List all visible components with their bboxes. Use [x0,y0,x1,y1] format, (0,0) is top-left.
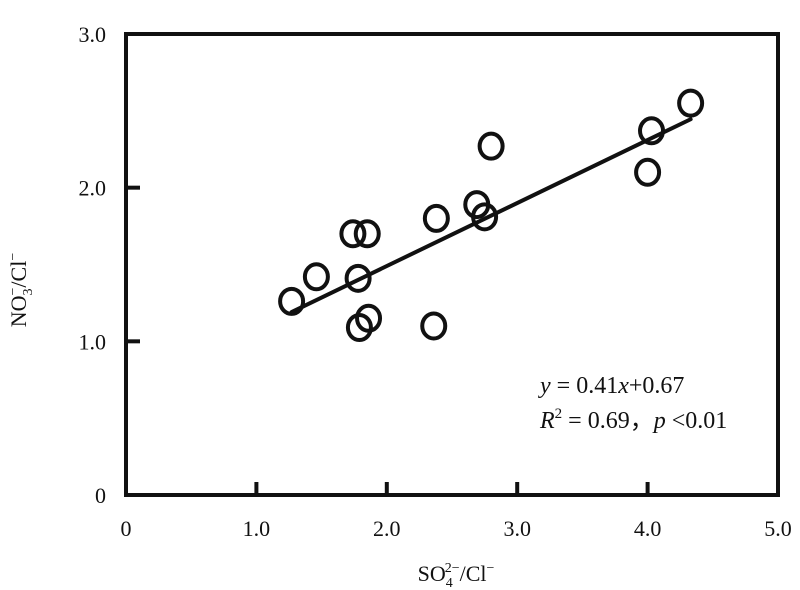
axis-ticks [126,185,650,495]
stats-p: p [652,408,666,434]
y-tick-label: 1.0 [79,329,107,354]
y-axis-label-rest: /Cl [6,261,31,288]
data-point [638,116,666,146]
x-tick-label: 4.0 [634,516,662,541]
y-axis-label-base: NO [6,295,31,327]
y-axis-label-sub: 3 [21,288,36,295]
x-tick-label: 2.0 [373,516,401,541]
data-point [355,303,383,333]
stats-r: R [539,408,555,434]
data-point [344,263,372,293]
data-point [422,203,450,233]
x-axis-label-rest: /Cl [460,561,487,586]
stats-r-sup: 2 [555,406,563,422]
data-point [353,219,381,249]
data-point [471,202,499,232]
x-tick-label: 3.0 [503,516,531,541]
y-axis-label-rest-sup: − [6,253,21,261]
x-tick-label: 5.0 [764,516,792,541]
data-point [477,131,505,161]
stats-p-rest: <0.01 [666,408,728,434]
x-axis-label-base: SO [418,561,446,586]
data-point [634,157,662,187]
y-tick-label: 0 [95,483,106,508]
x-axis-label-sub: 4 [446,576,453,590]
eq-y: y [538,373,551,399]
eq-mid: = 0.41 [551,373,619,399]
y-axis-label: NO3−/Cl− [6,253,36,328]
regression-line [289,117,693,315]
y-tick-label: 2.0 [79,176,107,201]
tick-labels: 0 1.0 2.0 3.0 4.0 5.0 0 1.0 2.0 3.0 [79,22,792,541]
data-point [302,262,330,292]
x-axis-label-rest-sup: − [487,561,495,576]
y-tick-label: 3.0 [79,22,107,47]
regression-stats: R2 = 0.69，p <0.01 [539,406,727,434]
data-point [339,219,367,249]
stats-r-rest: = 0.69， [562,408,654,434]
x-tick-label: 0 [121,516,132,541]
data-points [278,88,705,343]
data-point [420,311,448,341]
data-point [278,286,306,316]
x-axis-label: SO42−/Cl− [418,561,495,590]
x-tick-label: 1.0 [243,516,271,541]
regression-equation: y = 0.41x+0.67 [538,373,684,399]
plot-frame [124,32,780,497]
data-point [677,88,705,118]
eq-x: x [617,373,629,399]
y-axis-label-sup: − [6,287,21,295]
eq-rest: +0.67 [629,373,685,399]
x-axis-label-sup: 2− [445,561,460,576]
